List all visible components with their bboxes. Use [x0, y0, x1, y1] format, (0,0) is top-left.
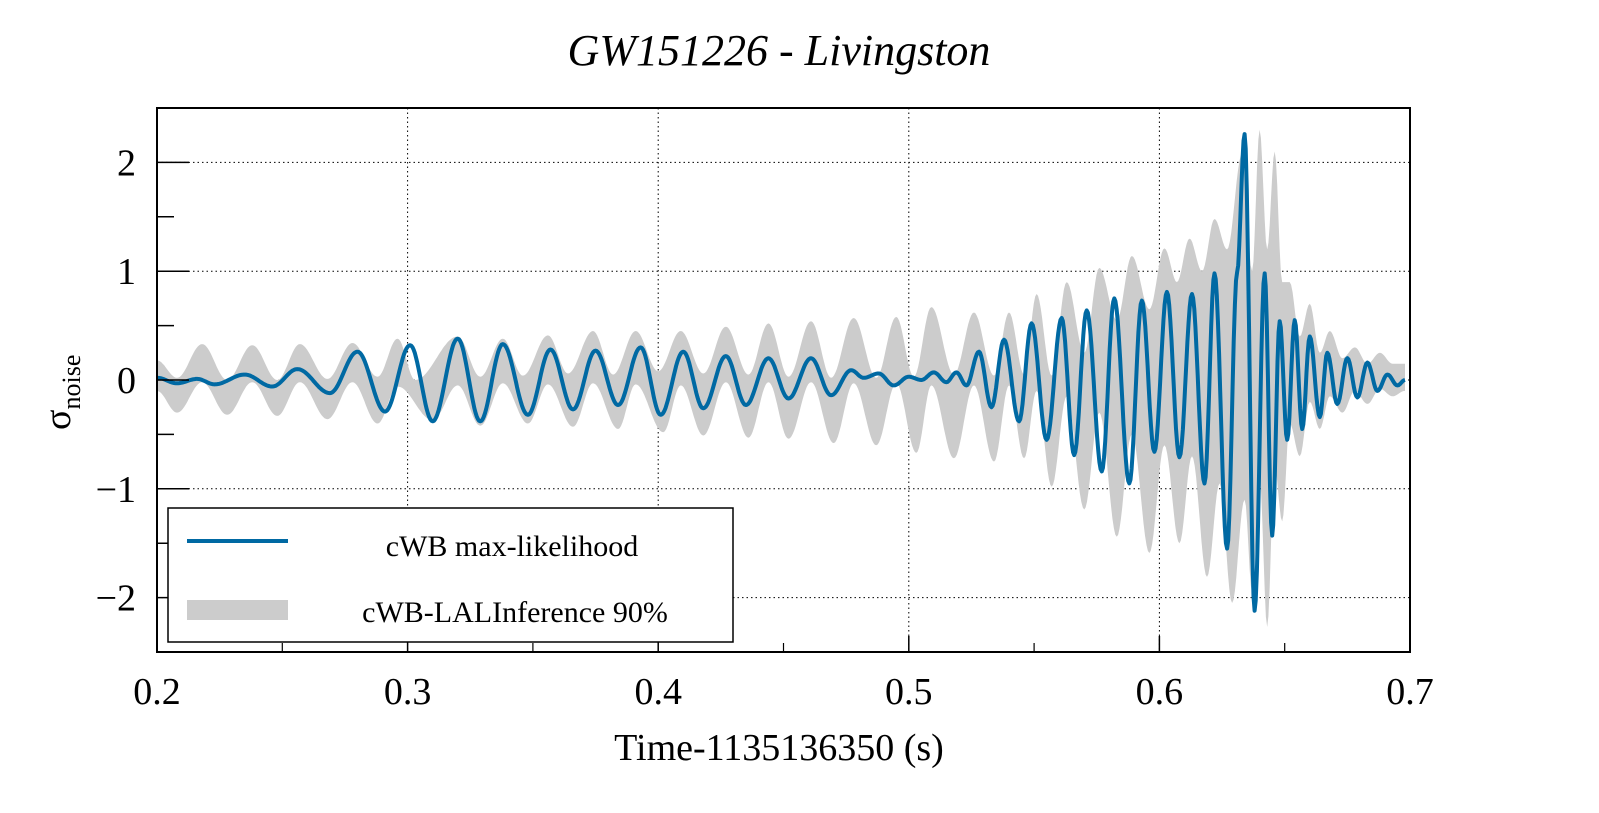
y-axis-label-main: σ	[37, 410, 79, 430]
max-likelihood-line	[156, 132, 1406, 613]
legend-label-max-likelihood: cWB max-likelihood	[386, 530, 638, 563]
y-tick-label: −2	[96, 578, 136, 620]
legend-swatch-band	[187, 600, 288, 620]
band-90-percent	[157, 129, 1405, 628]
band-layer	[157, 129, 1405, 628]
plot-frame	[156, 107, 1411, 653]
y-tick-label: 0	[117, 360, 136, 402]
x-tick-label: 0.5	[885, 671, 933, 713]
x-tick-label: 0.2	[133, 671, 181, 713]
y-tick-label: 1	[117, 251, 136, 293]
y-axis-label-subscript: noise	[57, 355, 86, 410]
x-tick-label: 0.6	[1136, 671, 1184, 713]
legend-label-90-percent: cWB-LALInference 90%	[362, 596, 668, 629]
x-tick-label: 0.7	[1386, 671, 1434, 713]
x-tick-label: 0.4	[634, 671, 682, 713]
x-axis-label: Time-1135136350 (s)	[614, 727, 944, 769]
y-axis-label-symbol: σnoise	[37, 355, 86, 430]
y-tick-label: −1	[96, 469, 136, 511]
x-tick-labels: 0.2 0.3 0.4 0.5 0.6 0.7	[133, 671, 1434, 713]
y-tick-labels: −2 −1 0 1 2	[96, 142, 136, 619]
legend: cWB max-likelihood cWB-LALInference 90%	[167, 507, 734, 643]
y-axis-label: σnoise	[37, 355, 86, 430]
x-tick-label: 0.3	[384, 671, 432, 713]
chart-title: GW151226 - Livingston	[568, 26, 991, 75]
line-layer	[156, 132, 1406, 613]
y-tick-label: 2	[117, 142, 136, 184]
